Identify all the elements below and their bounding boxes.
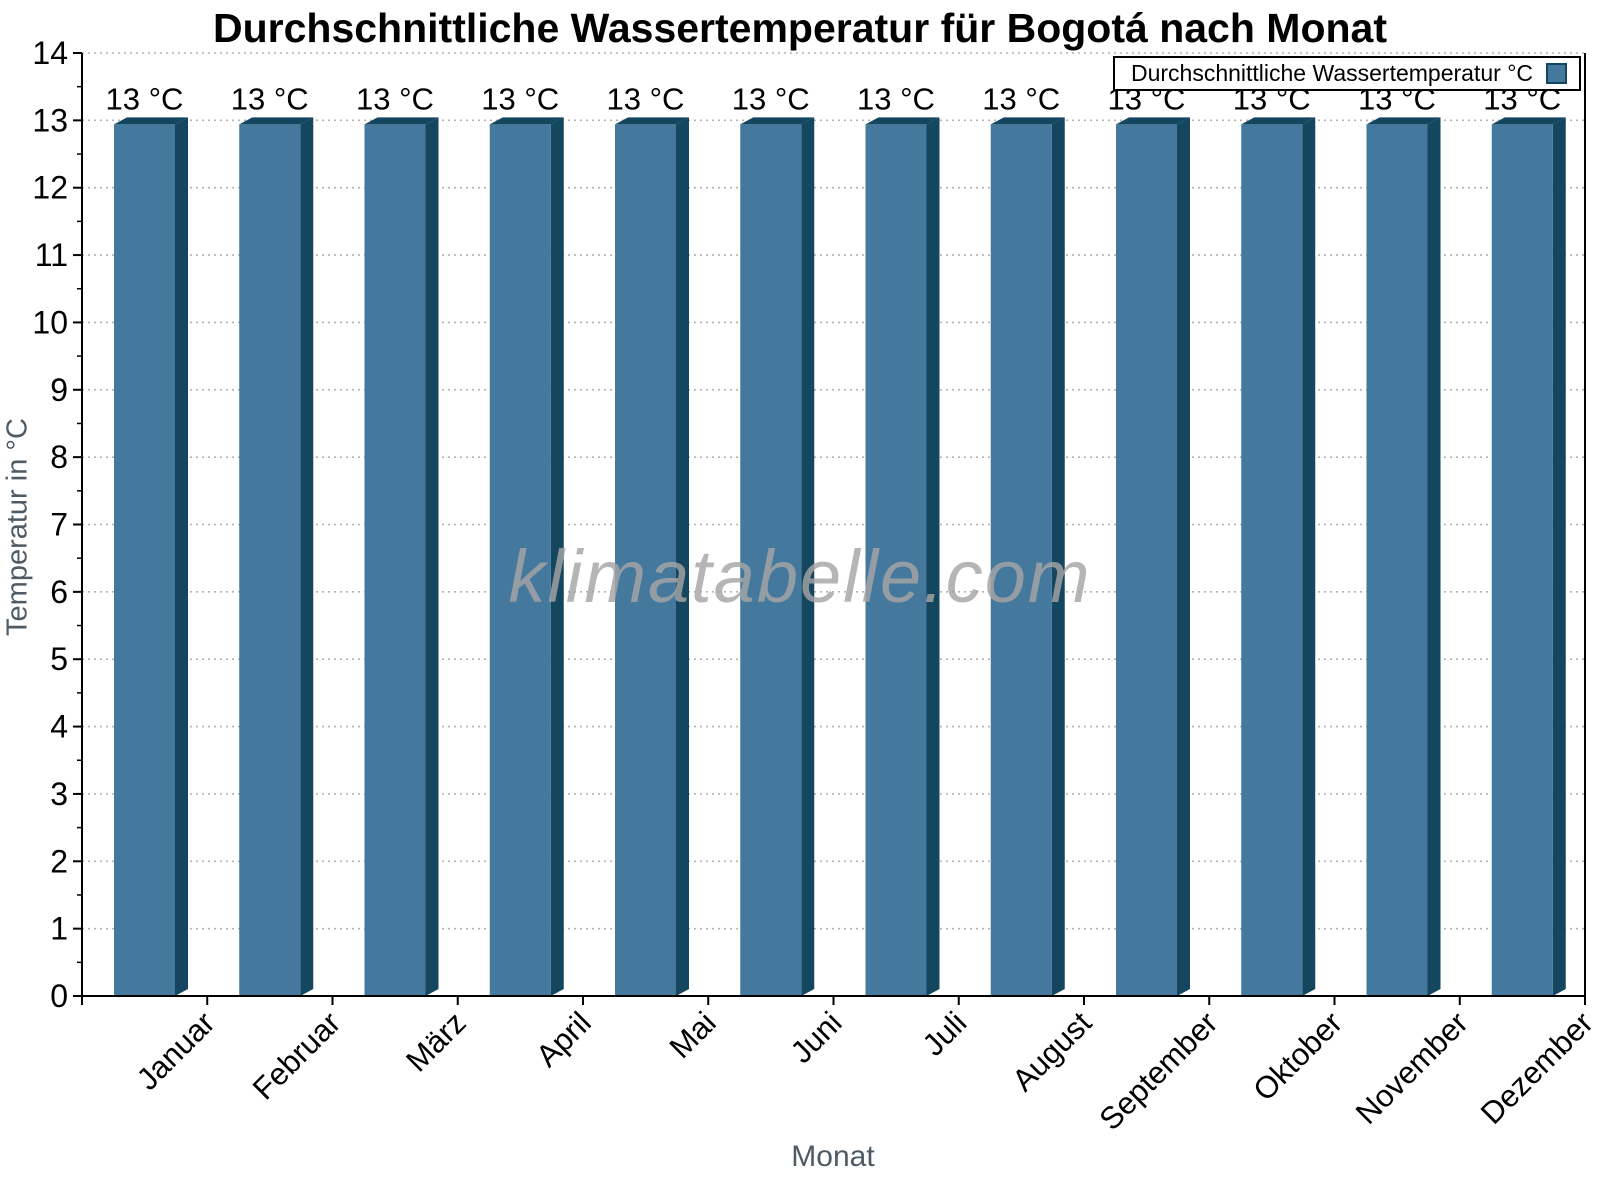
- bar: [1491, 124, 1553, 997]
- bar-top-face: [1366, 117, 1441, 125]
- y-tick-label: 1: [50, 911, 68, 947]
- bar: [615, 124, 676, 997]
- y-tick-label: 5: [50, 641, 68, 677]
- y-tick-label: 9: [50, 372, 68, 408]
- bar-top-face: [1116, 117, 1190, 125]
- y-axis-title: Temperatur in °C: [1, 418, 34, 636]
- bar: [239, 124, 301, 997]
- bar-side-face: [1552, 117, 1566, 997]
- bar-side-face: [1051, 117, 1065, 997]
- bar: [364, 124, 426, 997]
- bar: [740, 124, 802, 997]
- bar-side-face: [550, 117, 564, 997]
- bar-value-label: 13 °C: [231, 81, 309, 116]
- y-tick-label: 4: [50, 709, 68, 745]
- bar-side-face: [425, 117, 439, 997]
- bar-top-face: [740, 117, 815, 125]
- bar-top-face: [239, 117, 314, 125]
- bar: [1241, 124, 1303, 997]
- y-tick-label: 3: [50, 776, 68, 812]
- bar: [1366, 124, 1428, 997]
- bar-top-face: [114, 117, 188, 125]
- bar-value-label: 13 °C: [732, 81, 810, 116]
- bar-top-face: [615, 117, 689, 125]
- bar-value-label: 13 °C: [857, 81, 935, 116]
- bar-value-label: 13 °C: [356, 81, 434, 116]
- bar-value-label: 13 °C: [607, 81, 685, 116]
- bar-value-label: 13 °C: [982, 81, 1060, 116]
- bar-side-face: [1302, 117, 1316, 997]
- bar-top-face: [489, 117, 564, 125]
- x-axis-title: Monat: [791, 1140, 875, 1173]
- bar-side-face: [300, 117, 314, 997]
- bar: [990, 124, 1052, 997]
- y-tick-label: 6: [50, 574, 68, 610]
- y-tick-label: 8: [50, 439, 68, 475]
- legend-swatch-icon: [1546, 63, 1567, 84]
- y-tick-label: 0: [50, 978, 68, 1014]
- y-tick-label: 2: [50, 843, 68, 879]
- bar-top-face: [1491, 117, 1566, 125]
- bar-top-face: [990, 117, 1065, 125]
- bar-side-face: [676, 117, 689, 997]
- bar-side-face: [1177, 117, 1190, 997]
- chart-title: Durchschnittliche Wassertemperatur für B…: [213, 5, 1387, 51]
- y-tick-label: 12: [32, 170, 68, 206]
- bar: [489, 124, 551, 997]
- bar-side-face: [801, 117, 815, 997]
- y-tick-label: 10: [32, 304, 68, 340]
- bar-top-face: [1241, 117, 1316, 125]
- y-tick-label: 7: [50, 507, 68, 543]
- bar-top-face: [364, 117, 439, 125]
- bar: [1116, 124, 1177, 997]
- y-tick-label: 11: [35, 237, 68, 273]
- bar-side-face: [926, 117, 940, 997]
- bar-side-face: [175, 117, 188, 997]
- bar-value-label: 13 °C: [106, 81, 184, 116]
- bar: [114, 124, 175, 997]
- y-tick-label: 14: [32, 35, 68, 71]
- legend[interactable]: Durchschnittliche Wassertemperatur °C: [1112, 56, 1581, 91]
- legend-label: Durchschnittliche Wassertemperatur °C: [1130, 60, 1533, 86]
- bar-top-face: [865, 117, 940, 125]
- y-tick-label: 13: [32, 102, 68, 138]
- bar-value-label: 13 °C: [481, 81, 559, 116]
- bar: [865, 124, 927, 997]
- bar-side-face: [1427, 117, 1441, 997]
